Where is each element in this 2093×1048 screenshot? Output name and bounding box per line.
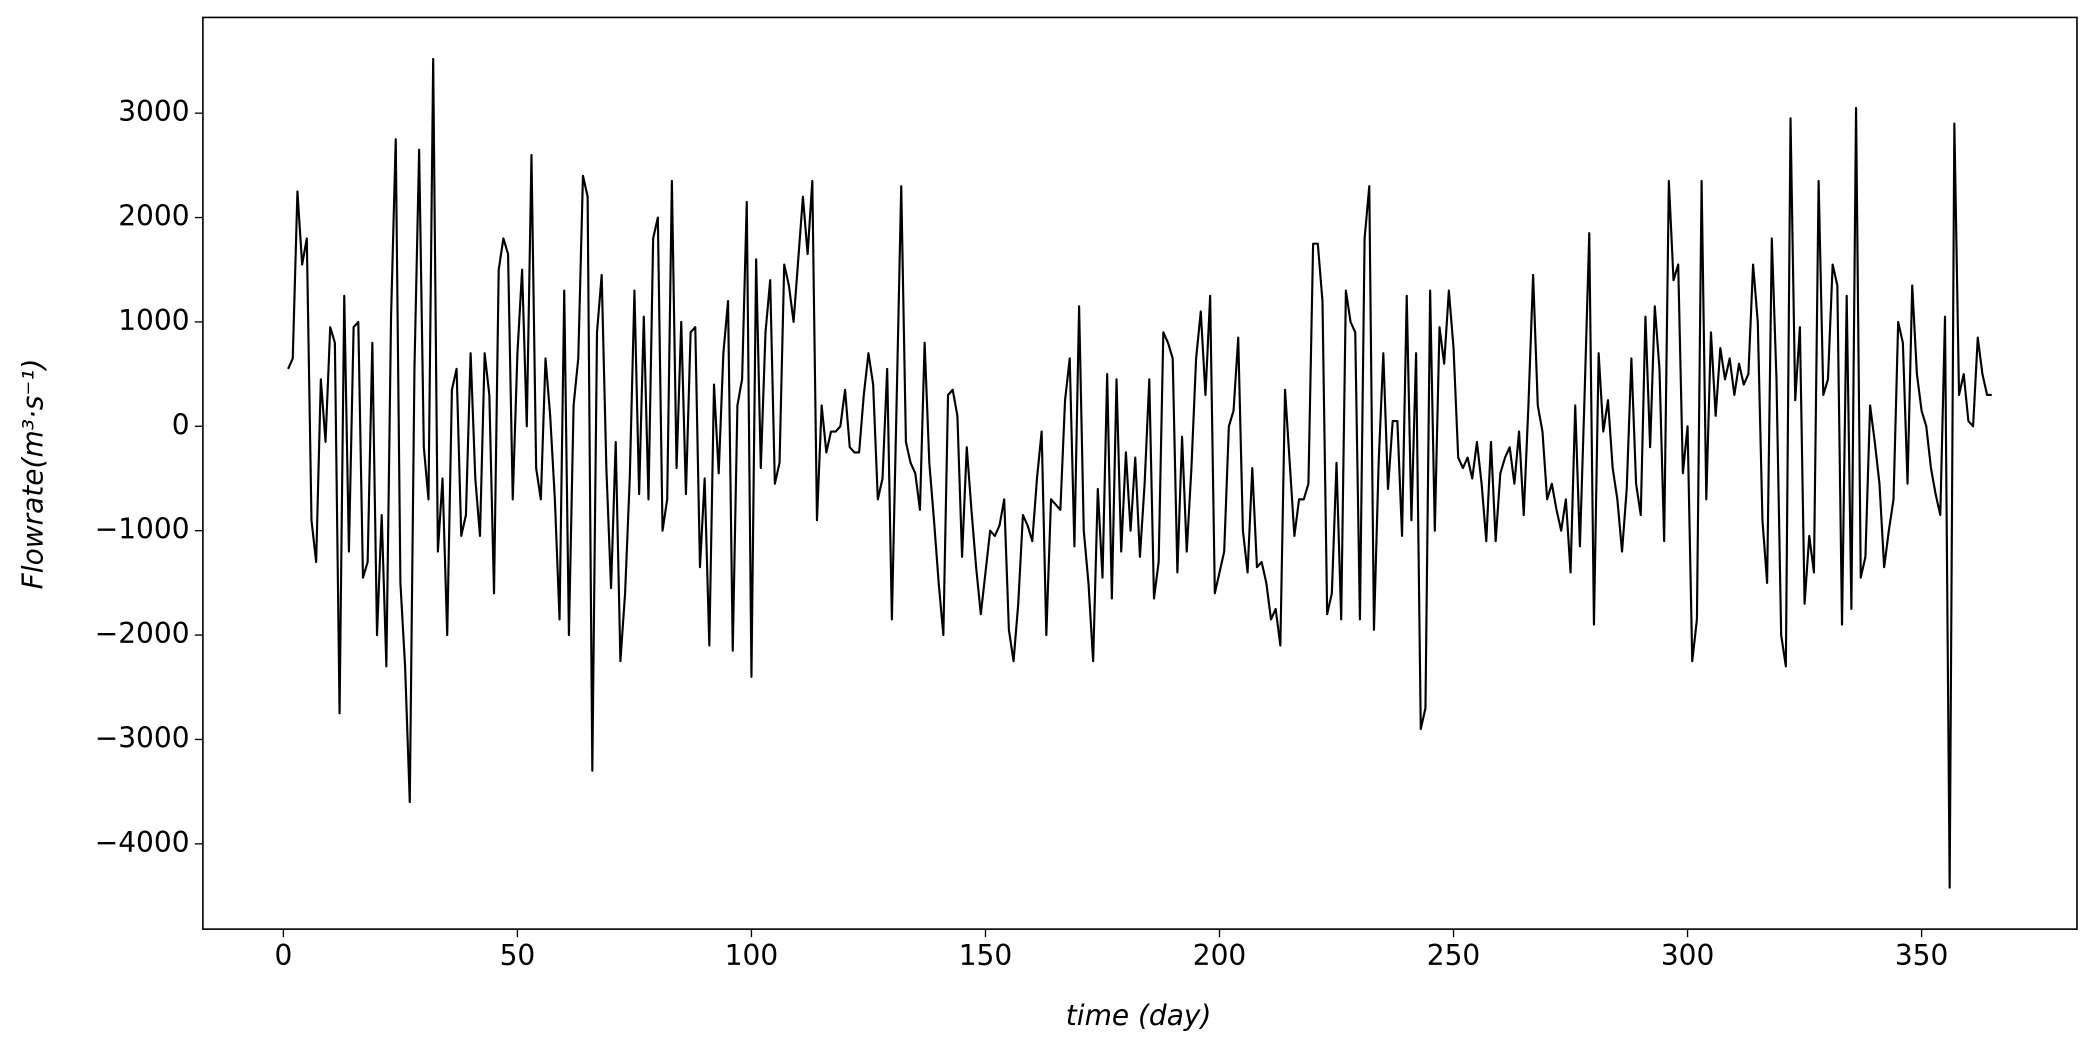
x-tick-label: 200 xyxy=(1193,939,1246,972)
x-tick-label: 350 xyxy=(1895,939,1948,972)
x-tick-label: 0 xyxy=(274,939,292,972)
x-tick-label: 300 xyxy=(1661,939,1714,972)
y-tick-label: −1000 xyxy=(95,513,190,546)
line-series xyxy=(287,57,1992,889)
y-tick-label: −2000 xyxy=(95,617,190,650)
plot-frame xyxy=(202,16,2078,930)
y-tick-label: 3000 xyxy=(118,95,189,128)
x-axis-label: time (day) xyxy=(1066,999,1212,1032)
y-axis-label: Flowrate(m³·s⁻¹) xyxy=(17,359,50,590)
y-tick-label: −4000 xyxy=(95,826,190,859)
y-tick-label: 1000 xyxy=(118,304,189,337)
x-tick-label: 250 xyxy=(1427,939,1480,972)
x-tick-label: 150 xyxy=(959,939,1012,972)
x-tick-label: 100 xyxy=(725,939,778,972)
y-tick-label: 0 xyxy=(172,408,190,441)
y-tick-label: −3000 xyxy=(95,721,190,754)
x-tick-label: 50 xyxy=(500,939,536,972)
y-tick-label: 2000 xyxy=(118,200,189,233)
